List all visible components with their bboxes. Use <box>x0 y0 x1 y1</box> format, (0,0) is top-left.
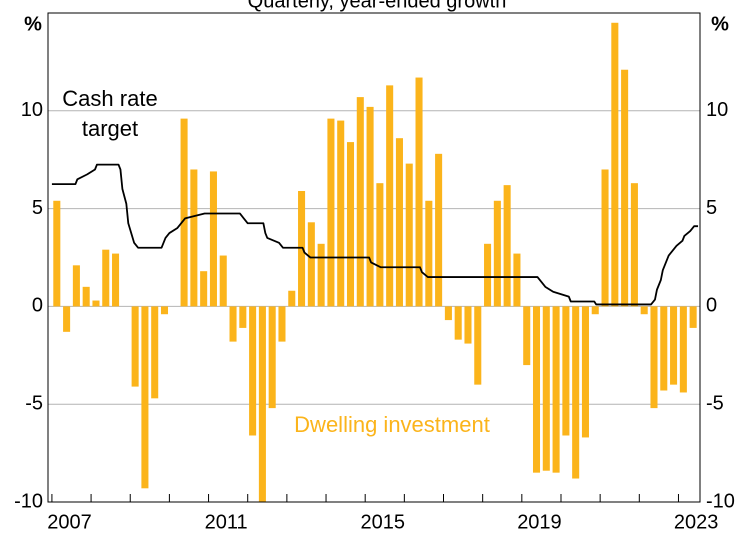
y-tick-label: 10 <box>21 99 43 121</box>
bar <box>552 306 560 473</box>
bar <box>356 97 364 307</box>
bar <box>53 200 61 307</box>
bar <box>670 306 678 385</box>
bar <box>317 243 325 307</box>
bar <box>151 306 159 399</box>
annotation: target <box>82 116 138 141</box>
y-tick-label: -5 <box>25 392 43 414</box>
bar <box>229 306 237 342</box>
bar <box>366 106 374 307</box>
bar <box>444 306 452 321</box>
bar <box>102 249 110 307</box>
y2-tick-label: -5 <box>706 392 724 414</box>
y-tick-label: 0 <box>32 295 43 317</box>
bar <box>288 290 296 307</box>
bar <box>415 77 423 307</box>
x-tick-label: 2015 <box>361 511 406 533</box>
bar <box>650 306 658 409</box>
y2-tick-label: 0 <box>706 295 717 317</box>
bar <box>112 253 120 307</box>
bar <box>405 163 413 307</box>
bar <box>611 22 619 307</box>
x-tick-label: 2023 <box>674 511 719 533</box>
bar <box>376 183 384 307</box>
annotation: Cash rate <box>62 86 157 111</box>
bar <box>464 306 472 344</box>
bar <box>209 171 217 307</box>
bar <box>337 120 345 307</box>
bar <box>630 183 638 307</box>
bar <box>474 306 482 385</box>
plot-frame <box>47 12 701 503</box>
bar <box>395 138 403 307</box>
bar <box>523 306 531 366</box>
bar <box>72 265 80 307</box>
annotation: Dwelling investment <box>294 412 490 437</box>
bar <box>493 200 501 307</box>
bar <box>425 200 433 307</box>
y-tick-label: -10 <box>14 490 43 512</box>
bar <box>386 85 394 307</box>
y-unit-label: % <box>24 13 42 35</box>
bar <box>190 169 198 307</box>
bar <box>660 306 668 391</box>
bar <box>621 69 629 307</box>
bar <box>249 306 257 436</box>
bar <box>239 306 247 328</box>
bar <box>513 253 521 307</box>
x-tick-label: 2007 <box>47 511 92 533</box>
bar <box>131 306 139 387</box>
bar <box>679 306 687 393</box>
y-tick-label: 5 <box>32 197 43 219</box>
bar <box>581 306 589 438</box>
bar <box>640 306 648 315</box>
bar <box>200 271 208 307</box>
cash-rate-line <box>51 163 699 306</box>
chart-subtitle: Quarterly, year-ended growth <box>248 0 507 12</box>
bar <box>258 306 266 502</box>
bar <box>346 142 355 307</box>
bar <box>219 255 227 307</box>
bar <box>503 185 511 307</box>
bar <box>484 243 492 307</box>
y2-tick-label: 10 <box>706 99 728 121</box>
bar <box>532 306 541 473</box>
bar <box>689 306 697 328</box>
y2-tick-label: 5 <box>706 197 717 219</box>
x-tick-label: 2011 <box>205 511 248 533</box>
bar <box>278 306 286 342</box>
bar <box>298 190 306 307</box>
bar <box>160 306 169 315</box>
bar <box>92 300 100 307</box>
bar <box>601 169 609 307</box>
bar <box>572 306 580 479</box>
bar <box>591 306 599 315</box>
bar <box>268 306 276 409</box>
bar <box>327 118 335 307</box>
bar <box>141 306 149 489</box>
bar <box>562 306 570 436</box>
x-tick-label: 2019 <box>517 511 562 533</box>
bar <box>542 306 550 471</box>
bar <box>307 222 315 307</box>
y2-unit-label: % <box>711 13 729 35</box>
bar <box>435 153 443 307</box>
y2-tick-label: -10 <box>706 490 735 512</box>
bar <box>63 306 71 332</box>
bar <box>82 286 90 307</box>
bar <box>180 118 188 307</box>
bar <box>454 306 462 340</box>
